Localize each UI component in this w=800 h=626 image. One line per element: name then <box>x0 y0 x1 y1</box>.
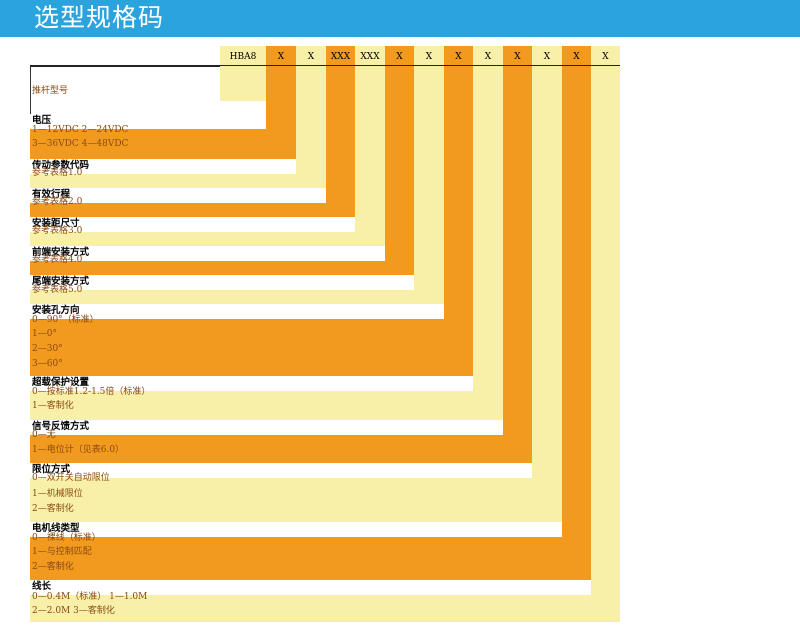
section-body <box>30 128 266 159</box>
section-title-bar <box>30 217 355 232</box>
code-cell-label: X <box>602 52 609 62</box>
code-cell <box>444 46 473 66</box>
section-body <box>30 434 503 463</box>
section-title: 有效行程 <box>32 189 71 200</box>
code-cell <box>473 46 503 66</box>
section-title-bar <box>30 275 414 290</box>
section-title-bar <box>30 159 296 174</box>
code-cell-label: X <box>307 52 315 62</box>
code-cell <box>355 46 385 66</box>
section-option: 0—按标准1.2-1.5倍（标准） <box>32 387 151 397</box>
section-title-bar <box>30 463 532 478</box>
section-option: 2—客制化 <box>32 562 74 572</box>
code-cell-label: X <box>277 52 285 62</box>
section-title-bar <box>30 304 444 319</box>
section-option: 1—客制化 <box>32 401 74 411</box>
code-cell-label: X <box>514 52 521 62</box>
section-title: 超载保护设置 <box>32 377 90 388</box>
section-body <box>30 594 591 622</box>
section-title: 信号反馈方式 <box>32 421 90 432</box>
code-row-blank <box>30 46 220 66</box>
code-cell <box>414 46 444 66</box>
section-title: 安装距尺寸 <box>32 218 80 229</box>
section-body <box>30 536 562 580</box>
section-body <box>30 260 385 275</box>
code-cell <box>503 46 532 66</box>
section-option: 2—2.0M 3—客制化 <box>32 606 115 616</box>
section-option: 参考表格2.0 <box>32 197 83 207</box>
section-option: 0—无 <box>32 430 56 440</box>
code-cell-label: X <box>484 52 492 62</box>
code-cell-label: XXX <box>330 52 351 62</box>
section-option: 0—双开关自动限位 <box>32 473 110 483</box>
section-body <box>30 390 473 420</box>
code-cell-label: XXX <box>360 52 380 62</box>
code-cell <box>266 46 296 66</box>
code-cell-label: HBA8 <box>229 52 257 62</box>
section-option: 0—90°（标准） <box>32 315 99 325</box>
section-option: 参考表格1.0 <box>32 168 83 178</box>
code-cell <box>220 46 266 66</box>
section-option: 参考表格5.0 <box>32 285 83 295</box>
code-cell-label: X <box>543 52 551 62</box>
section-title: 线长 <box>32 581 52 592</box>
section-title-bar <box>30 580 591 595</box>
section-title-bar <box>30 522 562 537</box>
section-title: 尾端安装方式 <box>32 276 90 287</box>
section-title: 传动参数代码 <box>32 160 90 171</box>
code-cell <box>532 46 562 66</box>
code-cell <box>326 46 355 66</box>
section-title-bar <box>30 246 385 261</box>
section-title: 电压 <box>32 115 52 126</box>
section-body <box>30 477 532 522</box>
section-title: 限位方式 <box>32 464 71 475</box>
section-option: 参考表格4.0 <box>32 255 83 265</box>
code-cell-label: X <box>425 52 433 62</box>
section-option: 参考表格3.0 <box>32 226 83 236</box>
section-option: 1—12VDC 2—24VDC <box>32 125 129 135</box>
page-title: 选型规格码 <box>34 3 165 32</box>
section-option: 1—电位计（见表6.0） <box>32 445 125 455</box>
code-cell <box>385 46 414 66</box>
section-option: 1—0° <box>32 329 57 339</box>
code-cell <box>591 46 620 66</box>
hba8-strip <box>220 66 266 101</box>
section-body <box>30 318 444 376</box>
section-title-bar <box>30 188 326 203</box>
section-body <box>30 231 355 246</box>
section-body <box>30 202 326 217</box>
section-body <box>30 289 414 304</box>
section-option: 3—36VDC 4—48VDC <box>32 139 129 149</box>
code-cell <box>296 46 326 66</box>
section-option: 3—60° <box>32 359 63 369</box>
row-label: 推杆型号 <box>32 86 69 96</box>
code-cell-label: X <box>455 52 462 62</box>
section-title-bar <box>30 420 503 435</box>
section-option: 1—机械限位 <box>32 489 83 499</box>
section-option: 0—裸线（标准） <box>32 533 101 543</box>
code-cell-label: X <box>396 52 403 62</box>
section-title: 电机线类型 <box>32 523 80 534</box>
page-header: 选型规格码 <box>0 0 800 37</box>
section-option: 2—客制化 <box>32 504 74 514</box>
code-column-strip <box>591 66 620 622</box>
code-column-strip <box>562 66 591 622</box>
code-cell <box>562 46 591 66</box>
section-title-bar <box>30 114 266 129</box>
section-title: 前端安装方式 <box>32 247 90 258</box>
section-option: 0—0.4M（标准） 1—1.0M <box>32 592 148 602</box>
section-title: 安装孔方向 <box>32 305 80 316</box>
code-cell-label: X <box>573 52 580 62</box>
section-title-bar <box>30 376 473 391</box>
section-option: 2—30° <box>32 344 63 354</box>
section-option: 1—与控制匹配 <box>32 547 92 557</box>
section-body <box>30 173 296 188</box>
